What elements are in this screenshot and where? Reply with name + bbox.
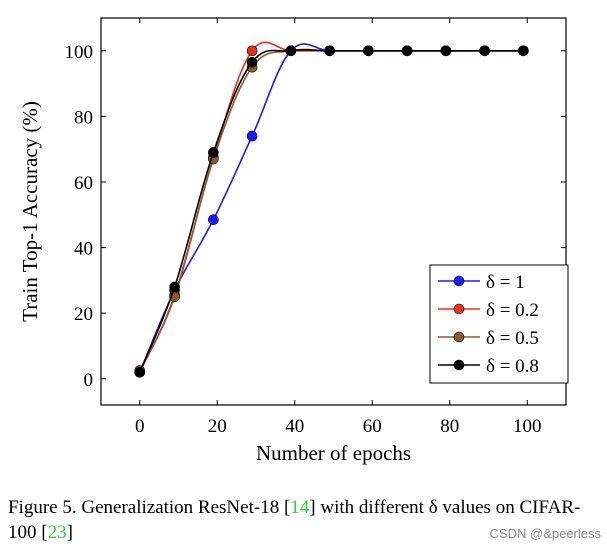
data-point: [479, 45, 490, 57]
x-tick-label: 40: [285, 416, 304, 437]
data-point: [285, 45, 297, 57]
plot-area: 0 20 40 60 80 100 0 20 40 60 80 100 δ = 1 δ = 0.2 δ = …: [65, 17, 569, 437]
caption-ref-link[interactable]: 14: [290, 497, 310, 518]
data-point: [324, 45, 335, 57]
x-tick-label: 60: [363, 416, 382, 437]
figure-caption: Figure 5. Generalization ResNet-18 [14] …: [8, 495, 600, 545]
legend-marker: [453, 359, 465, 371]
plot-frame: [100, 17, 567, 406]
x-axis-title: Number of epochs: [256, 441, 411, 465]
data-point: [363, 45, 374, 57]
y-tick-label: 20: [74, 304, 93, 325]
data-point: [246, 130, 258, 142]
caption-ref-link[interactable]: 23: [47, 522, 67, 543]
x-tick-label: 0: [135, 416, 145, 437]
data-point: [518, 45, 529, 57]
x-tick-label: 80: [440, 416, 459, 437]
data-point: [440, 45, 452, 57]
legend-label: δ = 0.8: [486, 356, 539, 377]
x-tick-label: 20: [208, 416, 227, 437]
y-axis-title: Train Top-1 Accuracy (%): [18, 101, 42, 322]
data-point: [134, 366, 146, 378]
legend-marker: [453, 331, 465, 343]
data-point: [208, 214, 219, 225]
legend-label: δ = 1: [486, 272, 525, 293]
data-point: [401, 45, 413, 57]
data-point: [246, 56, 258, 68]
data-point: [169, 281, 180, 293]
data-point: [208, 147, 219, 158]
y-tick-label: 80: [74, 107, 93, 128]
legend-box: [429, 264, 569, 384]
caption-prefix: Figure 5. Generalization ResNet-18 [: [8, 497, 291, 518]
y-tick-label: 60: [74, 173, 93, 194]
legend-label: δ = 0.5: [486, 328, 539, 349]
legend-label: δ = 0.2: [486, 300, 539, 321]
x-tick-label: 100: [513, 416, 542, 437]
y-tick-label: 0: [84, 370, 94, 391]
legend-marker: [453, 303, 465, 315]
y-tick-label: 100: [65, 42, 94, 63]
line-chart: 0 20 40 60 80 100 0 20 40 60 80 100 δ = 1 δ = 0.2 δ = …: [18, 17, 569, 465]
watermark: CSDN @&peerless: [489, 526, 601, 541]
y-tick-label: 40: [74, 239, 93, 260]
caption-middle: ] with different δ values on CIFAR-100 [: [8, 497, 581, 543]
legend-marker: [453, 275, 465, 287]
data-point: [246, 45, 258, 57]
caption-suffix: ]: [66, 522, 73, 543]
